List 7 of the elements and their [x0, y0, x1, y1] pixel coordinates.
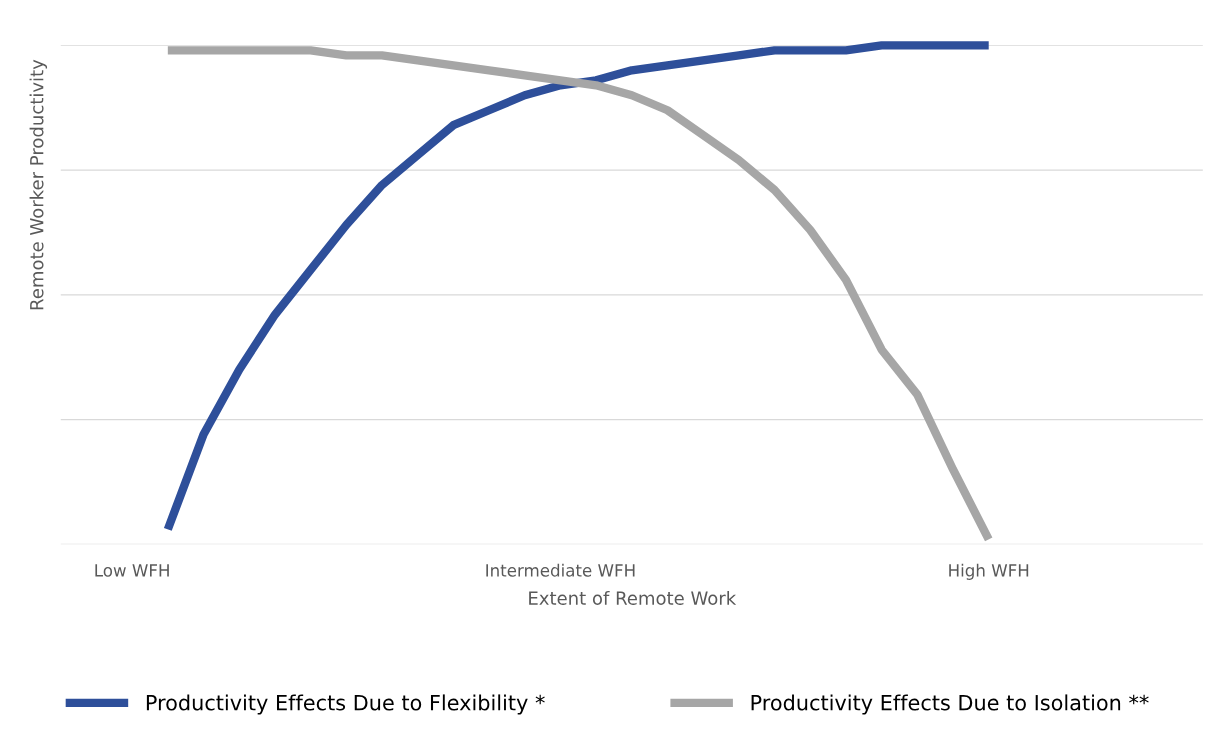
x-tick-label: High WFH: [949, 563, 1029, 580]
legend-label: Productivity Effects Due to Isolation **: [751, 694, 1149, 715]
x-axis-title: Extent of Remote Work: [529, 591, 737, 605]
y-axis-title: Remote Worker Productivity: [29, 59, 48, 310]
legend-label: Productivity Effects Due to Flexibility *: [146, 694, 545, 715]
x-tick-label: Intermediate WFH: [486, 563, 635, 577]
x-tick-label: Low WFH: [95, 564, 169, 577]
